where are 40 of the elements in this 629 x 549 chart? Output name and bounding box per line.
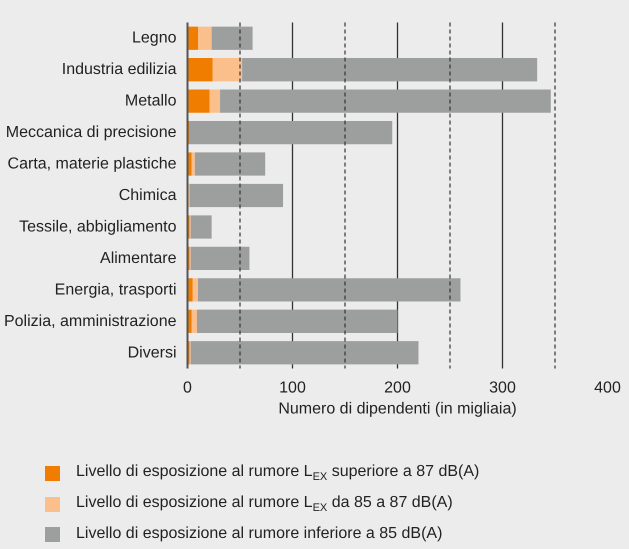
bar	[192, 310, 197, 333]
y-tick-label: Diversi	[128, 344, 176, 362]
y-tick-label: Industria edilizia	[62, 61, 177, 78]
y-tick-label: Meccanica di precisione	[6, 124, 177, 142]
x-tick-label: 0	[183, 380, 192, 396]
y-tick-label: Chimica	[118, 187, 177, 204]
bar	[192, 152, 195, 176]
bar	[190, 120, 392, 144]
bar	[190, 215, 212, 239]
bar	[242, 58, 538, 82]
bar	[194, 152, 266, 176]
bar	[188, 90, 210, 113]
y-tick-label: Tessile, abbigliamento	[19, 218, 177, 236]
y-tick-label: Carta, materie plastiche	[8, 156, 177, 173]
y-tick-label: Alimentare	[100, 250, 177, 267]
bar	[210, 90, 220, 113]
y-tick-label: Polizia, amministrazione	[4, 312, 177, 330]
bar	[192, 278, 198, 302]
bar	[212, 58, 242, 82]
bar	[188, 58, 213, 82]
bar	[212, 26, 253, 50]
y-tick-label: Energia, trasporti	[54, 281, 177, 298]
y-tick-label: Metallo	[124, 92, 177, 110]
bar	[188, 26, 198, 50]
bar	[220, 90, 551, 113]
x-tick-label: 100	[279, 380, 306, 396]
bar	[198, 278, 460, 302]
y-tick-label: Legno	[132, 30, 177, 47]
legend-label: Livello di esposizione al rumore L$_{EX}$ superiore a 87 dB(A)	[76, 462, 480, 486]
x-axis-title: Numero di dipendenti (in migliaia)	[278, 400, 517, 418]
bar	[190, 341, 418, 364]
legend-label: Livello di esposizione al rumore inferiore a 85 dB(A)	[76, 524, 442, 544]
bar	[198, 26, 212, 50]
bar	[190, 246, 250, 270]
bar	[196, 310, 398, 333]
x-tick-label: 300	[489, 380, 516, 396]
x-tick-label: 400	[594, 380, 621, 396]
legend-label: Livello di esposizione al rumore L$_{EX}$ da 85 a 87 dB(A)	[76, 492, 453, 516]
bar	[190, 184, 284, 208]
x-tick-label: 200	[384, 380, 411, 396]
